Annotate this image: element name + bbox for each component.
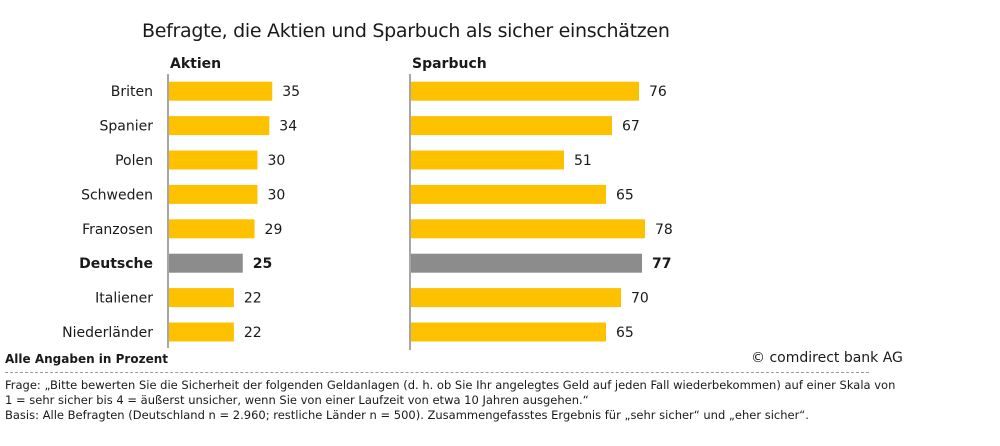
data-label: 65 — [616, 187, 634, 203]
data-label: 65 — [616, 325, 634, 341]
category-label: Polen — [115, 153, 153, 169]
data-label: 22 — [244, 291, 262, 307]
data-label: 29 — [265, 222, 283, 238]
bar — [411, 322, 606, 342]
category-label: Italiener — [95, 291, 153, 307]
bar — [169, 288, 234, 308]
data-label: 22 — [244, 325, 262, 341]
data-label: 35 — [282, 84, 300, 100]
bar — [169, 116, 270, 136]
scale-note: Alle Angaben in Prozent — [5, 352, 168, 366]
footnotes: Frage: „Bitte bewerten Sie die Sicherhei… — [5, 378, 896, 423]
data-label: 67 — [622, 119, 640, 135]
bar — [169, 253, 243, 273]
bar — [411, 81, 639, 101]
data-label: 34 — [279, 119, 297, 135]
category-label: Deutsche — [79, 256, 153, 272]
data-label: 76 — [649, 84, 667, 100]
panel-title-sparbuch: Sparbuch — [412, 56, 487, 72]
category-label: Briten — [111, 84, 153, 100]
data-label: 30 — [268, 153, 286, 169]
category-label: Schweden — [81, 187, 153, 203]
basis-note: Basis: Alle Befragten (Deutschland n = 2… — [5, 408, 809, 422]
bar — [411, 150, 564, 170]
data-label: 78 — [655, 222, 673, 238]
copyright-credit: © comdirect bank AG — [751, 350, 903, 366]
bar — [169, 81, 273, 101]
chart-title: Befragte, die Aktien und Sparbuch als si… — [142, 20, 670, 42]
category-label: Niederländer — [62, 325, 153, 341]
bar — [411, 288, 621, 308]
bar — [169, 219, 255, 239]
bar — [411, 219, 645, 239]
bar — [169, 150, 258, 170]
data-label: 25 — [253, 256, 272, 272]
data-label: 30 — [268, 187, 286, 203]
data-label: 51 — [574, 153, 592, 169]
bar — [411, 253, 642, 273]
data-label: 77 — [652, 256, 671, 272]
question-line-2: 1 = sehr sicher bis 4 = äußerst unsicher… — [5, 393, 589, 407]
panel-title-aktien: Aktien — [170, 56, 222, 72]
dashed-divider — [5, 372, 869, 373]
bar — [411, 184, 606, 204]
question-line-1: Frage: „Bitte bewerten Sie die Sicherhei… — [5, 378, 896, 392]
bar — [169, 184, 258, 204]
bar — [169, 322, 234, 342]
category-label: Franzosen — [82, 222, 153, 238]
category-label: Spanier — [100, 119, 154, 135]
data-label: 70 — [631, 291, 649, 307]
bar — [411, 116, 612, 136]
